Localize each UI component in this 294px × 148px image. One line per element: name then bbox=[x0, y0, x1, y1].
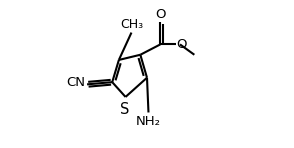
Text: CH₃: CH₃ bbox=[120, 18, 143, 31]
Text: NH₂: NH₂ bbox=[136, 115, 161, 128]
Text: S: S bbox=[120, 102, 129, 117]
Text: O: O bbox=[155, 8, 166, 21]
Text: CN: CN bbox=[66, 76, 85, 89]
Text: O: O bbox=[177, 38, 187, 51]
